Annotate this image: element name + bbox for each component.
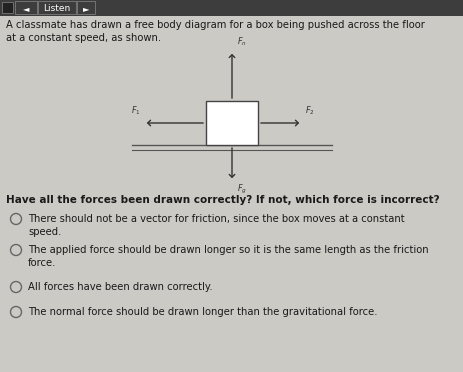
- Bar: [0, 0, 463, 16]
- Bar: [77, 1, 95, 14]
- Text: The applied force should be drawn longer so it is the same length as the frictio: The applied force should be drawn longer…: [28, 245, 428, 268]
- Text: ►: ►: [82, 4, 89, 13]
- Bar: [206, 101, 257, 145]
- Bar: [2, 2, 13, 13]
- Text: $F_n$: $F_n$: [237, 35, 246, 48]
- Text: All forces have been drawn correctly.: All forces have been drawn correctly.: [28, 282, 212, 292]
- Text: at a constant speed, as shown.: at a constant speed, as shown.: [6, 33, 161, 43]
- Text: There should not be a vector for friction, since the box moves at a constant
spe: There should not be a vector for frictio…: [28, 214, 404, 237]
- Bar: [15, 1, 37, 14]
- Bar: [38, 1, 76, 14]
- Text: $F_2$: $F_2$: [304, 105, 314, 117]
- Text: Listen: Listen: [43, 4, 70, 13]
- Text: The normal force should be drawn longer than the gravitational force.: The normal force should be drawn longer …: [28, 307, 377, 317]
- Text: A classmate has drawn a free body diagram for a box being pushed across the floo: A classmate has drawn a free body diagra…: [6, 20, 424, 30]
- Text: Have all the forces been drawn correctly? If not, which force is incorrect?: Have all the forces been drawn correctly…: [6, 195, 438, 205]
- Text: ◄: ◄: [23, 4, 29, 13]
- Text: $F_1$: $F_1$: [131, 105, 141, 117]
- Text: $F_g$: $F_g$: [237, 183, 246, 196]
